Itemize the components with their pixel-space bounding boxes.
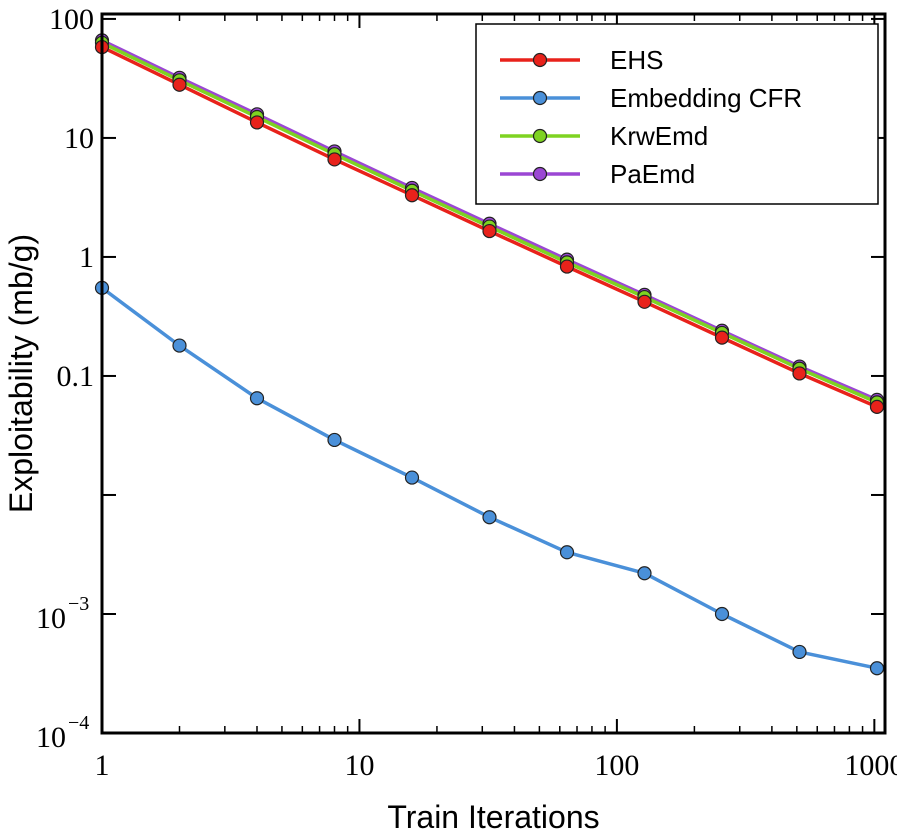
data-point-ehs (559, 259, 575, 274)
data-point-ehs (792, 366, 807, 381)
data-point-embedding-cfr (404, 470, 420, 485)
data-point-ehs (714, 330, 730, 345)
legend-marker-krwemd (532, 128, 548, 144)
y-tick-exponent: −3 (68, 593, 89, 615)
plot-frame (100, 12, 887, 735)
data-point-embedding-cfr (714, 606, 730, 622)
x-tick-label: 10 (344, 749, 374, 782)
data-point-embedding-cfr (327, 432, 342, 448)
legend-marker-ehs (532, 52, 548, 68)
y-tick-label: 10 (64, 122, 94, 155)
y-tick-label: 10 (36, 602, 66, 635)
y-tick-label: 10 (36, 721, 66, 754)
legend-label-paemd: PaEmd (610, 159, 695, 189)
data-point-ehs (482, 223, 497, 239)
data-point-ehs (869, 399, 885, 414)
data-point-ehs (404, 188, 420, 203)
legend-marker-paemd (532, 166, 548, 182)
series-line-embedding-cfr (100, 286, 879, 670)
data-point-embedding-cfr (249, 391, 265, 406)
legend-marker-embedding-cfr (532, 90, 548, 106)
data-point-embedding-cfr (482, 510, 497, 525)
data-point-ehs (637, 294, 652, 309)
data-point-embedding-cfr (869, 661, 885, 676)
x-tick-label: 1 (95, 749, 110, 782)
data-point-embedding-cfr (792, 644, 807, 660)
x-tick-label: 100 (594, 749, 639, 782)
data-point-embedding-cfr (637, 566, 652, 581)
data-point-ehs (249, 115, 265, 130)
y-tick-label: 1 (79, 241, 94, 274)
y-tick-exponent: −4 (68, 712, 89, 734)
data-point-ehs (172, 77, 187, 92)
legend-label-krwemd: KrwEmd (610, 121, 708, 151)
x-axis-title: Train Iterations (387, 799, 599, 835)
y-tick-label: 100 (49, 3, 94, 36)
data-point-ehs (327, 152, 342, 167)
data-point-embedding-cfr (172, 338, 187, 353)
x-tick-label: 1000 (844, 749, 897, 782)
legend-label-ehs: EHS (610, 45, 663, 75)
legend: EHS Embedding CFR KrwEmd PaEmd (475, 23, 879, 205)
data-point-embedding-cfr (559, 545, 575, 560)
y-axis-title: Exploitability (mb/g) (3, 234, 39, 513)
legend-label-embedding-cfr: Embedding CFR (610, 83, 802, 113)
y-tick-label: 0.1 (57, 360, 95, 393)
